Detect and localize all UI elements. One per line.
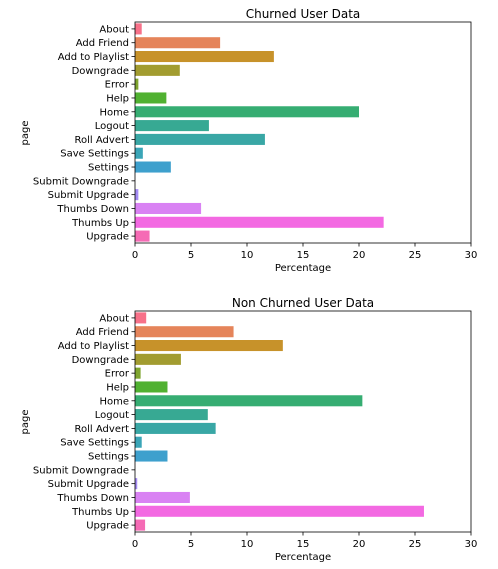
y-tick-label: Save Settings: [60, 438, 129, 449]
y-tick-label: Thumbs Up: [71, 507, 129, 518]
churned-chart: Churned User Data page Percentage About A…: [20, 7, 477, 274]
y-tick-label: About: [99, 313, 129, 324]
y-tick-label: Help: [106, 93, 129, 104]
y-axis-label: page: [20, 410, 31, 435]
y-tick-label: Save Settings: [60, 149, 129, 160]
bar: [135, 65, 180, 76]
bar: [135, 340, 283, 351]
y-tick-label: Roll Advert: [75, 135, 130, 146]
bar: [135, 381, 167, 392]
y-tick-label: Submit Upgrade: [48, 479, 129, 490]
x-tick-label: 0: [132, 250, 138, 261]
y-tick-label: Submit Upgrade: [48, 190, 129, 201]
y-tick-label: Add Friend: [76, 327, 129, 338]
x-tick-label: 10: [241, 539, 254, 550]
bar: [135, 312, 146, 323]
y-tick-label: Downgrade: [72, 355, 129, 366]
x-tick-label: 30: [465, 539, 478, 550]
bar: [135, 51, 274, 62]
y-tick-label: Add Friend: [76, 38, 129, 49]
y-tick-label: Downgrade: [72, 66, 129, 77]
bar: [135, 326, 234, 337]
y-tick-label: Settings: [88, 163, 129, 174]
y-tick-label: Add to Playlist: [58, 341, 129, 352]
y-tick-label: Roll Advert: [75, 424, 130, 435]
x-axis-label: Percentage: [275, 552, 331, 563]
y-tick-label: Thumbs Up: [71, 218, 129, 229]
y-tick-label: Submit Downgrade: [33, 465, 129, 476]
y-tick-label: Logout: [95, 410, 129, 421]
chart-title: Non Churned User Data: [232, 296, 374, 310]
y-tick-label: Submit Downgrade: [33, 176, 129, 187]
y-tick-label: Error: [105, 80, 130, 91]
bar: [135, 23, 142, 34]
y-tick-label: About: [99, 24, 129, 35]
bar: [135, 79, 138, 90]
bar: [135, 354, 181, 365]
y-tick-label: Error: [105, 369, 130, 380]
non-churned-chart: Non Churned User Data page Percentage Ab…: [20, 296, 477, 563]
y-axis-label: page: [20, 121, 31, 146]
bar: [135, 189, 138, 200]
bar: [135, 217, 384, 228]
bar: [135, 492, 190, 503]
bar: [135, 120, 209, 131]
bar: [135, 368, 141, 379]
x-axis-label: Percentage: [275, 263, 331, 274]
y-tick-label: Thumbs Down: [56, 493, 129, 504]
chart-title: Churned User Data: [246, 7, 361, 21]
x-tick-label: 5: [188, 539, 194, 550]
bar: [135, 162, 171, 173]
bar: [135, 92, 166, 103]
bar: [135, 506, 424, 517]
y-tick-label: Logout: [95, 121, 129, 132]
x-tick-label: 15: [297, 250, 310, 261]
x-tick-label: 10: [241, 250, 254, 261]
x-tick-label: 15: [297, 539, 310, 550]
y-tick-label: Settings: [88, 452, 129, 463]
y-tick-label: Add to Playlist: [58, 52, 129, 63]
x-tick-label: 5: [188, 250, 194, 261]
bar: [135, 451, 167, 462]
bar: [135, 106, 359, 117]
bar: [135, 231, 150, 242]
y-tick-label: Home: [99, 107, 129, 118]
bar: [135, 37, 220, 48]
bar: [135, 520, 145, 531]
x-tick-label: 20: [353, 250, 366, 261]
x-tick-label: 0: [132, 539, 138, 550]
y-tick-label: Upgrade: [86, 521, 129, 532]
x-tick-label: 25: [409, 539, 422, 550]
bar: [135, 395, 362, 406]
bar: [135, 203, 201, 214]
x-tick-label: 25: [409, 250, 422, 261]
bar: [135, 409, 208, 420]
y-tick-label: Help: [106, 382, 129, 393]
x-tick-label: 30: [465, 250, 478, 261]
bar: [135, 423, 216, 434]
y-tick-label: Home: [99, 396, 129, 407]
bar: [135, 134, 265, 145]
y-tick-label: Upgrade: [86, 232, 129, 243]
bar: [135, 148, 143, 159]
y-tick-label: Thumbs Down: [56, 204, 129, 215]
bar: [135, 437, 142, 448]
x-tick-label: 20: [353, 539, 366, 550]
